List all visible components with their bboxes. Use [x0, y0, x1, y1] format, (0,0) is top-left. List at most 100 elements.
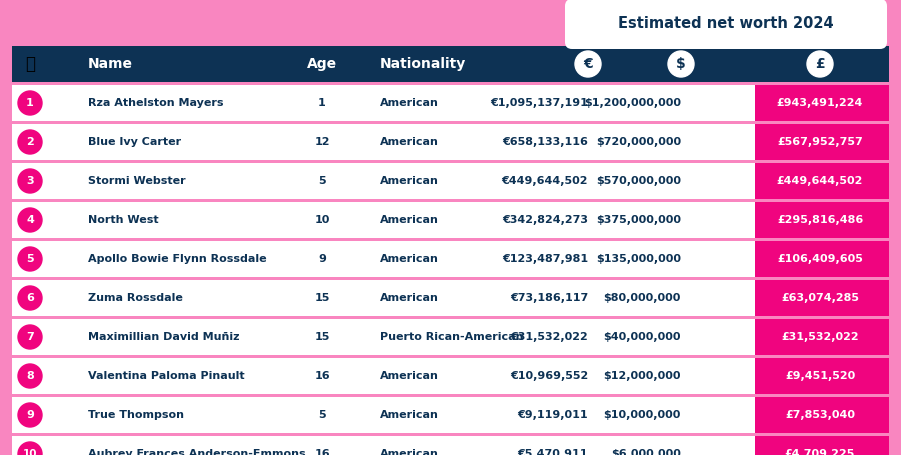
- FancyBboxPatch shape: [755, 358, 889, 394]
- FancyBboxPatch shape: [755, 85, 889, 121]
- Text: 4: 4: [26, 215, 34, 225]
- FancyBboxPatch shape: [12, 202, 889, 238]
- Text: 16: 16: [314, 449, 330, 455]
- Text: 6: 6: [26, 293, 34, 303]
- Text: 5: 5: [318, 410, 326, 420]
- Text: €342,824,273: €342,824,273: [502, 215, 588, 225]
- Text: $135,000,000: $135,000,000: [596, 254, 681, 264]
- Text: 16: 16: [314, 371, 330, 381]
- Circle shape: [18, 403, 42, 427]
- Text: Age: Age: [307, 57, 337, 71]
- Text: £63,074,285: £63,074,285: [781, 293, 859, 303]
- Circle shape: [18, 364, 42, 388]
- FancyBboxPatch shape: [12, 397, 889, 433]
- Circle shape: [668, 51, 694, 77]
- FancyBboxPatch shape: [12, 436, 889, 455]
- Text: $: $: [676, 57, 686, 71]
- Text: North West: North West: [88, 215, 159, 225]
- FancyBboxPatch shape: [755, 241, 889, 277]
- Text: $570,000,000: $570,000,000: [596, 176, 681, 186]
- Text: £7,853,040: £7,853,040: [785, 410, 855, 420]
- Circle shape: [575, 51, 601, 77]
- Text: American: American: [380, 98, 439, 108]
- Text: 1: 1: [26, 98, 34, 108]
- Text: £295,816,486: £295,816,486: [777, 215, 863, 225]
- Text: 10: 10: [23, 449, 37, 455]
- Text: 9: 9: [26, 410, 34, 420]
- Text: £449,644,502: £449,644,502: [777, 176, 863, 186]
- Text: Name: Name: [88, 57, 133, 71]
- Text: American: American: [380, 215, 439, 225]
- Text: 15: 15: [314, 293, 330, 303]
- Text: Stormi Webster: Stormi Webster: [88, 176, 186, 186]
- Text: $10,000,000: $10,000,000: [604, 410, 681, 420]
- FancyBboxPatch shape: [755, 163, 889, 199]
- Text: 12: 12: [314, 137, 330, 147]
- Text: American: American: [380, 449, 439, 455]
- Text: Zuma Rossdale: Zuma Rossdale: [88, 293, 183, 303]
- Text: £106,409,605: £106,409,605: [777, 254, 863, 264]
- Circle shape: [18, 247, 42, 271]
- Circle shape: [18, 130, 42, 154]
- Text: 5: 5: [318, 176, 326, 186]
- FancyBboxPatch shape: [12, 358, 889, 394]
- Text: 7: 7: [26, 332, 34, 342]
- Text: €9,119,011: €9,119,011: [517, 410, 588, 420]
- FancyBboxPatch shape: [12, 241, 889, 277]
- Circle shape: [18, 91, 42, 115]
- Text: 2: 2: [26, 137, 34, 147]
- Text: 9: 9: [318, 254, 326, 264]
- Text: £943,491,224: £943,491,224: [777, 98, 863, 108]
- Text: Estimated net worth 2024: Estimated net worth 2024: [618, 16, 833, 31]
- FancyBboxPatch shape: [755, 397, 889, 433]
- Text: 10: 10: [314, 215, 330, 225]
- Text: Valentina Paloma Pinault: Valentina Paloma Pinault: [88, 371, 245, 381]
- FancyBboxPatch shape: [12, 163, 889, 199]
- Text: 8: 8: [26, 371, 34, 381]
- Text: Blue Ivy Carter: Blue Ivy Carter: [88, 137, 181, 147]
- Text: $720,000,000: $720,000,000: [596, 137, 681, 147]
- FancyBboxPatch shape: [755, 319, 889, 355]
- Circle shape: [807, 51, 833, 77]
- FancyBboxPatch shape: [755, 280, 889, 316]
- Text: €658,133,116: €658,133,116: [502, 137, 588, 147]
- FancyBboxPatch shape: [755, 202, 889, 238]
- FancyBboxPatch shape: [755, 436, 889, 455]
- Text: Nationality: Nationality: [380, 57, 466, 71]
- Text: Apollo Bowie Flynn Rossdale: Apollo Bowie Flynn Rossdale: [88, 254, 267, 264]
- Text: £: £: [815, 57, 824, 71]
- Text: Rza Athelston Mayers: Rza Athelston Mayers: [88, 98, 223, 108]
- FancyBboxPatch shape: [12, 280, 889, 316]
- Text: $40,000,000: $40,000,000: [604, 332, 681, 342]
- Text: 1: 1: [318, 98, 326, 108]
- Text: Puerto Rican-American: Puerto Rican-American: [380, 332, 523, 342]
- FancyBboxPatch shape: [565, 0, 887, 49]
- Text: €: €: [583, 57, 593, 71]
- Text: €449,644,502: €449,644,502: [502, 176, 588, 186]
- FancyBboxPatch shape: [755, 124, 889, 160]
- Text: €10,969,552: €10,969,552: [510, 371, 588, 381]
- Text: £4,709,225: £4,709,225: [785, 449, 855, 455]
- Text: €123,487,981: €123,487,981: [502, 254, 588, 264]
- FancyBboxPatch shape: [12, 85, 889, 121]
- Text: True Thompson: True Thompson: [88, 410, 184, 420]
- Text: American: American: [380, 137, 439, 147]
- Circle shape: [18, 286, 42, 310]
- Circle shape: [18, 442, 42, 455]
- Text: €5,470,911: €5,470,911: [517, 449, 588, 455]
- Text: Maximillian David Muñiz: Maximillian David Muñiz: [88, 332, 240, 342]
- Text: 3: 3: [26, 176, 34, 186]
- Text: $12,000,000: $12,000,000: [604, 371, 681, 381]
- Text: $6,000,000: $6,000,000: [611, 449, 681, 455]
- Text: American: American: [380, 254, 439, 264]
- Text: 🏆: 🏆: [25, 55, 35, 73]
- Text: American: American: [380, 371, 439, 381]
- Text: American: American: [380, 293, 439, 303]
- Circle shape: [18, 325, 42, 349]
- Text: £567,952,757: £567,952,757: [778, 137, 863, 147]
- Text: €1,095,137,191: €1,095,137,191: [490, 98, 588, 108]
- Text: $375,000,000: $375,000,000: [596, 215, 681, 225]
- Text: €31,532,022: €31,532,022: [510, 332, 588, 342]
- FancyBboxPatch shape: [12, 46, 889, 82]
- Text: 15: 15: [314, 332, 330, 342]
